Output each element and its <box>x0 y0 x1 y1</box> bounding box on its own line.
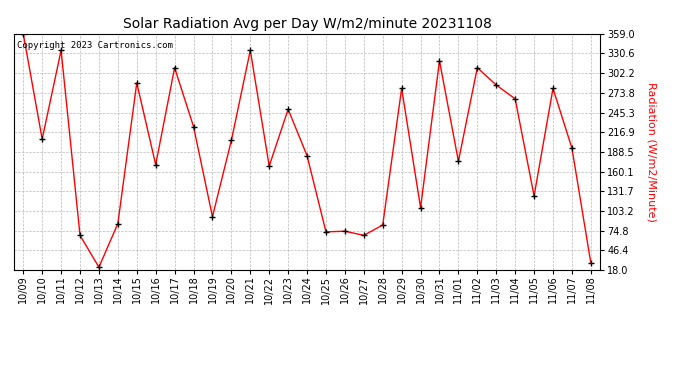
Title: Solar Radiation Avg per Day W/m2/minute 20231108: Solar Radiation Avg per Day W/m2/minute … <box>123 17 491 31</box>
Text: Copyright 2023 Cartronics.com: Copyright 2023 Cartronics.com <box>17 41 172 50</box>
Y-axis label: Radiation (W/m2/Minute): Radiation (W/m2/Minute) <box>646 82 656 222</box>
